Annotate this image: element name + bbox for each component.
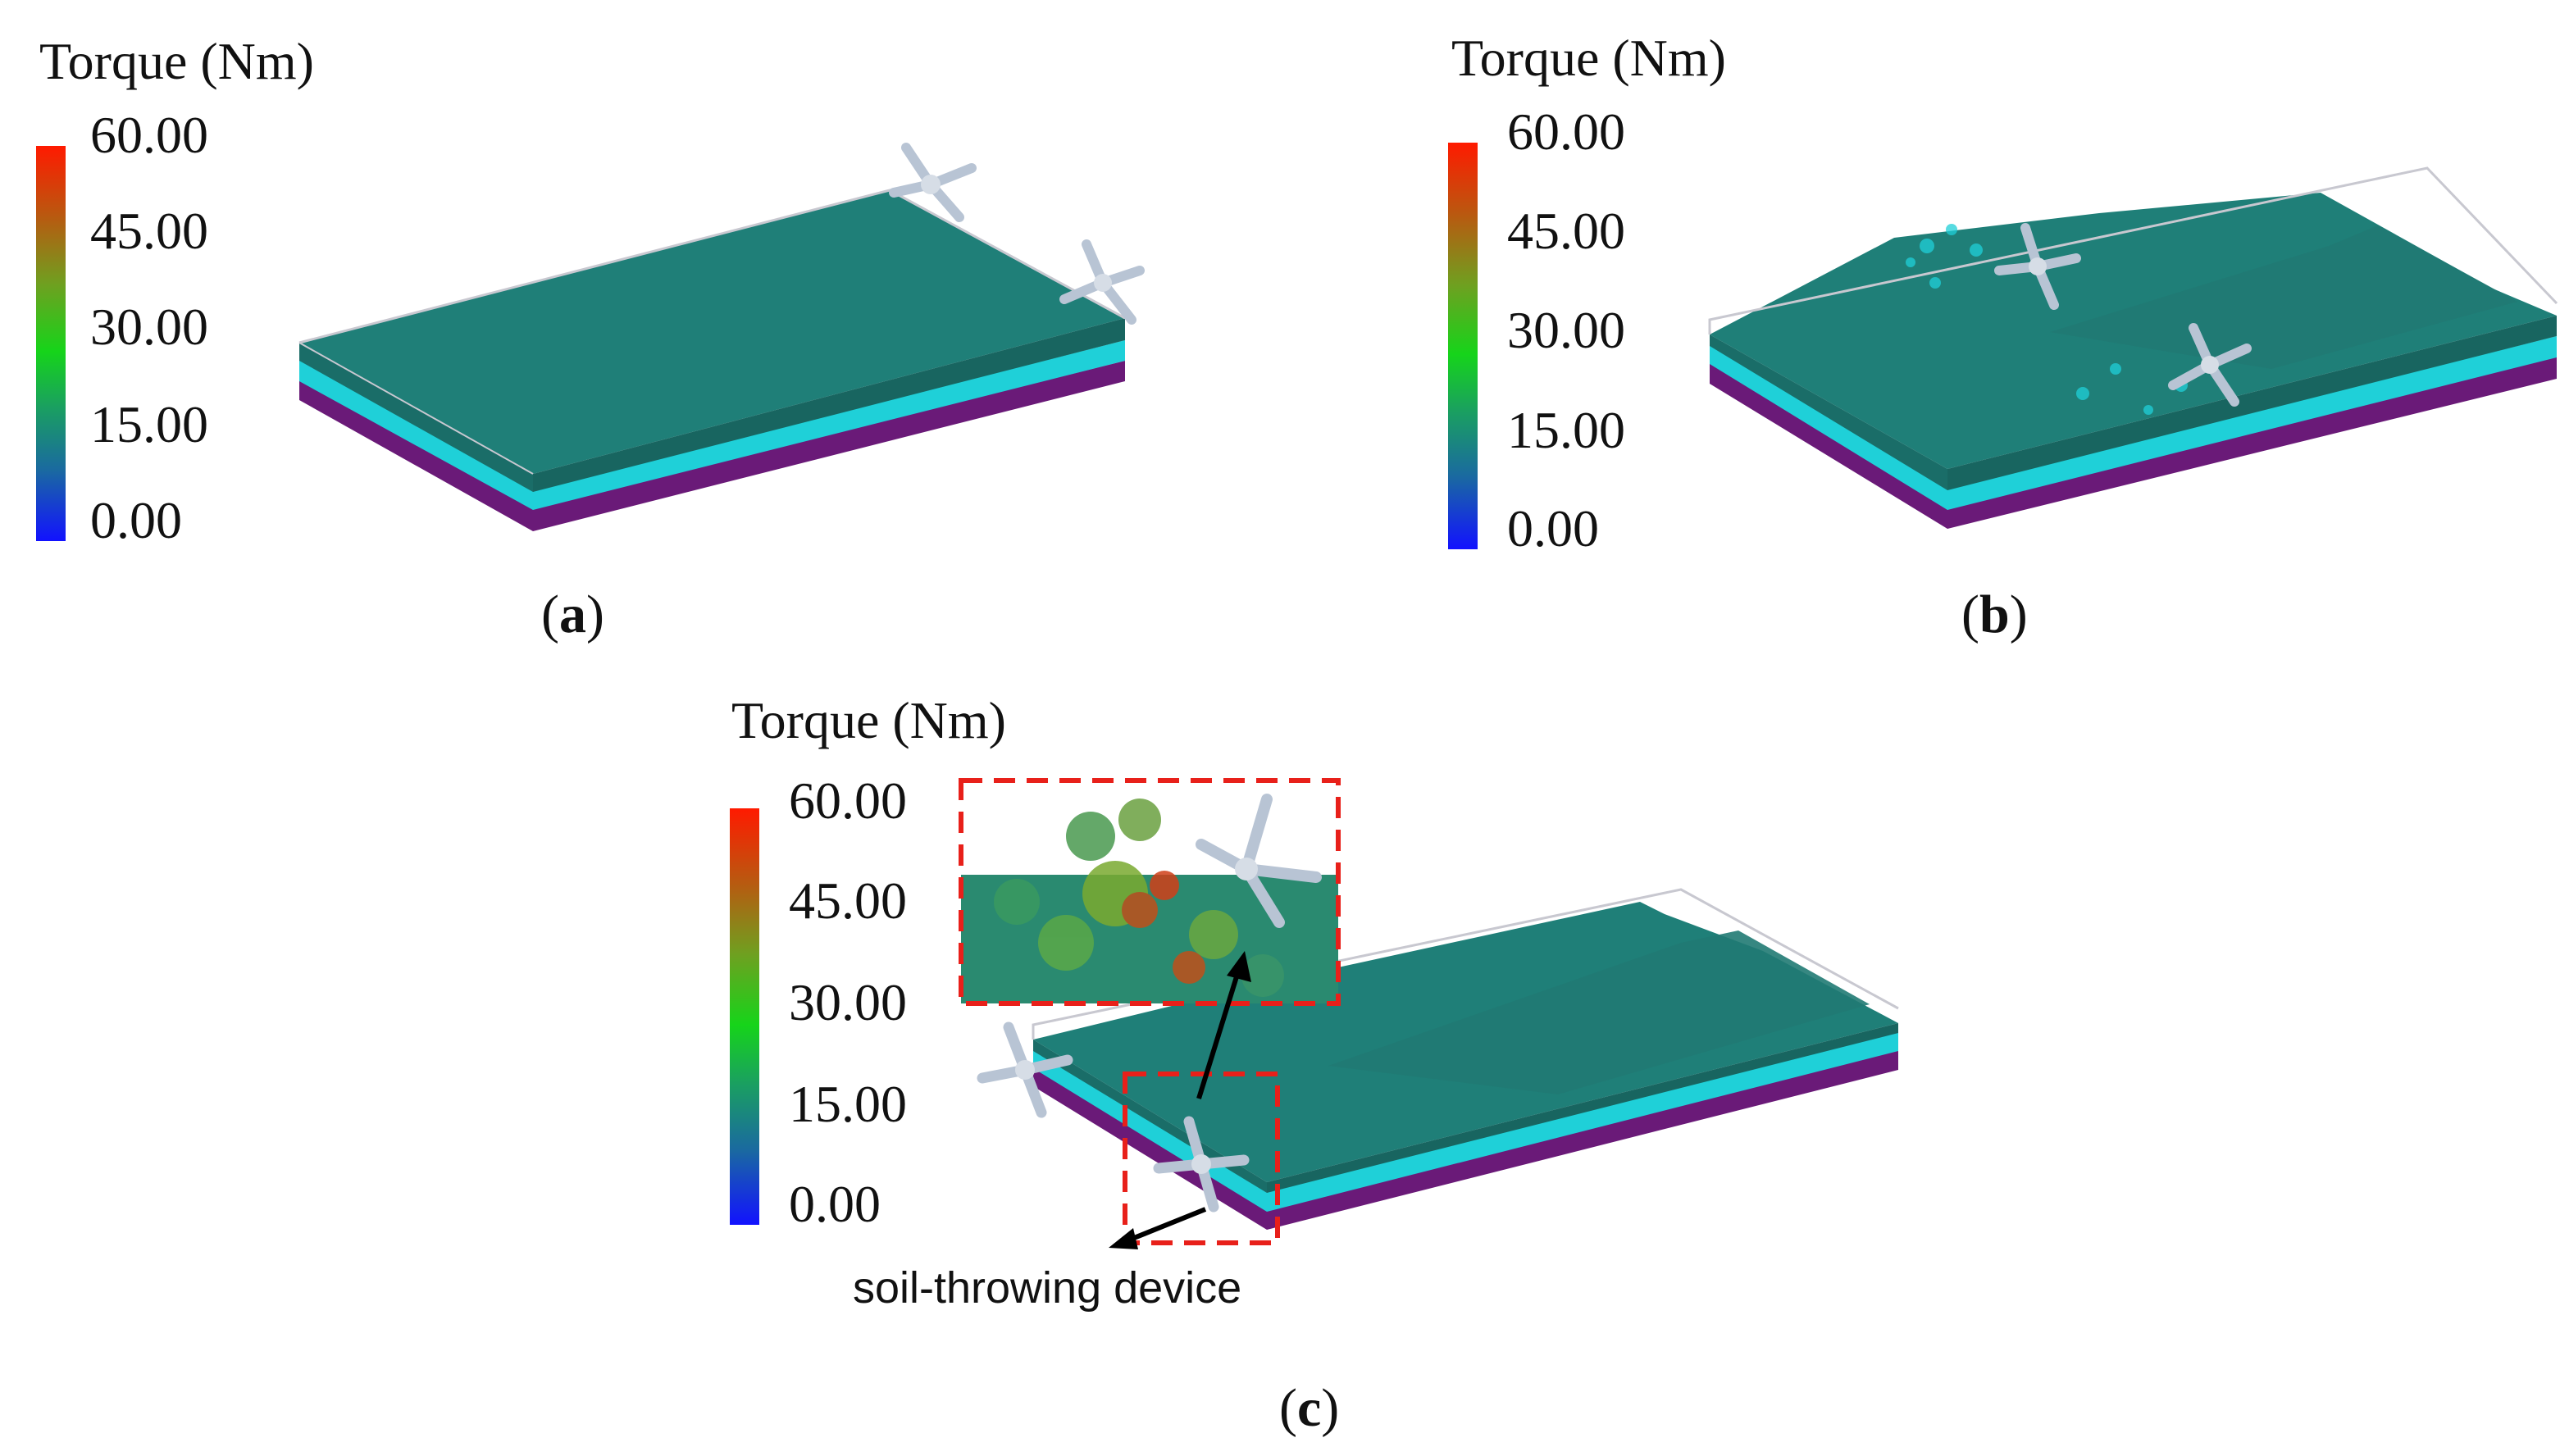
colorbar bbox=[730, 808, 759, 1225]
colorbar-tick: 15.00 bbox=[90, 395, 208, 453]
colorbar-tick: 60.00 bbox=[1507, 102, 1625, 161]
legend-title: Torque (Nm) bbox=[1451, 29, 1726, 87]
colorbar-tick: 0.00 bbox=[90, 491, 182, 549]
colorbar bbox=[1448, 143, 1478, 549]
legend-title: Torque (Nm) bbox=[731, 691, 1006, 749]
colorbar-tick: 45.00 bbox=[90, 202, 208, 260]
colorbar-tick: 60.00 bbox=[789, 771, 907, 830]
panel-caption: (c) bbox=[1279, 1378, 1340, 1438]
soil-throwing-device-label: soil-throwing device bbox=[853, 1263, 1242, 1313]
colorbar-tick: 30.00 bbox=[90, 298, 208, 356]
colorbar-tick: 0.00 bbox=[789, 1175, 881, 1233]
panel-caption: (a) bbox=[541, 585, 604, 644]
rotary-blade-icon bbox=[1153, 1116, 1250, 1213]
colorbar-tick: 30.00 bbox=[1507, 301, 1625, 359]
colorbar-tick: 15.00 bbox=[789, 1075, 907, 1133]
rotary-blade-icon bbox=[977, 1021, 1073, 1118]
colorbar-tick: 15.00 bbox=[1507, 401, 1625, 459]
panel-caption: (b) bbox=[1961, 585, 2028, 644]
colorbar-tick: 60.00 bbox=[90, 106, 208, 164]
legend-title: Torque (Nm) bbox=[39, 32, 314, 90]
rotary-blade-icon bbox=[1059, 239, 1145, 325]
colorbar bbox=[36, 146, 66, 541]
colorbar-tick: 0.00 bbox=[1507, 499, 1599, 557]
rotary-blade-icon bbox=[2168, 323, 2252, 407]
colorbar-tick: 45.00 bbox=[1507, 202, 1625, 260]
rotary-blade-icon bbox=[889, 143, 977, 222]
rotary-blade-icon bbox=[1994, 223, 2081, 310]
colorbar-tick: 30.00 bbox=[789, 973, 907, 1031]
colorbar-tick: 45.00 bbox=[789, 871, 907, 930]
